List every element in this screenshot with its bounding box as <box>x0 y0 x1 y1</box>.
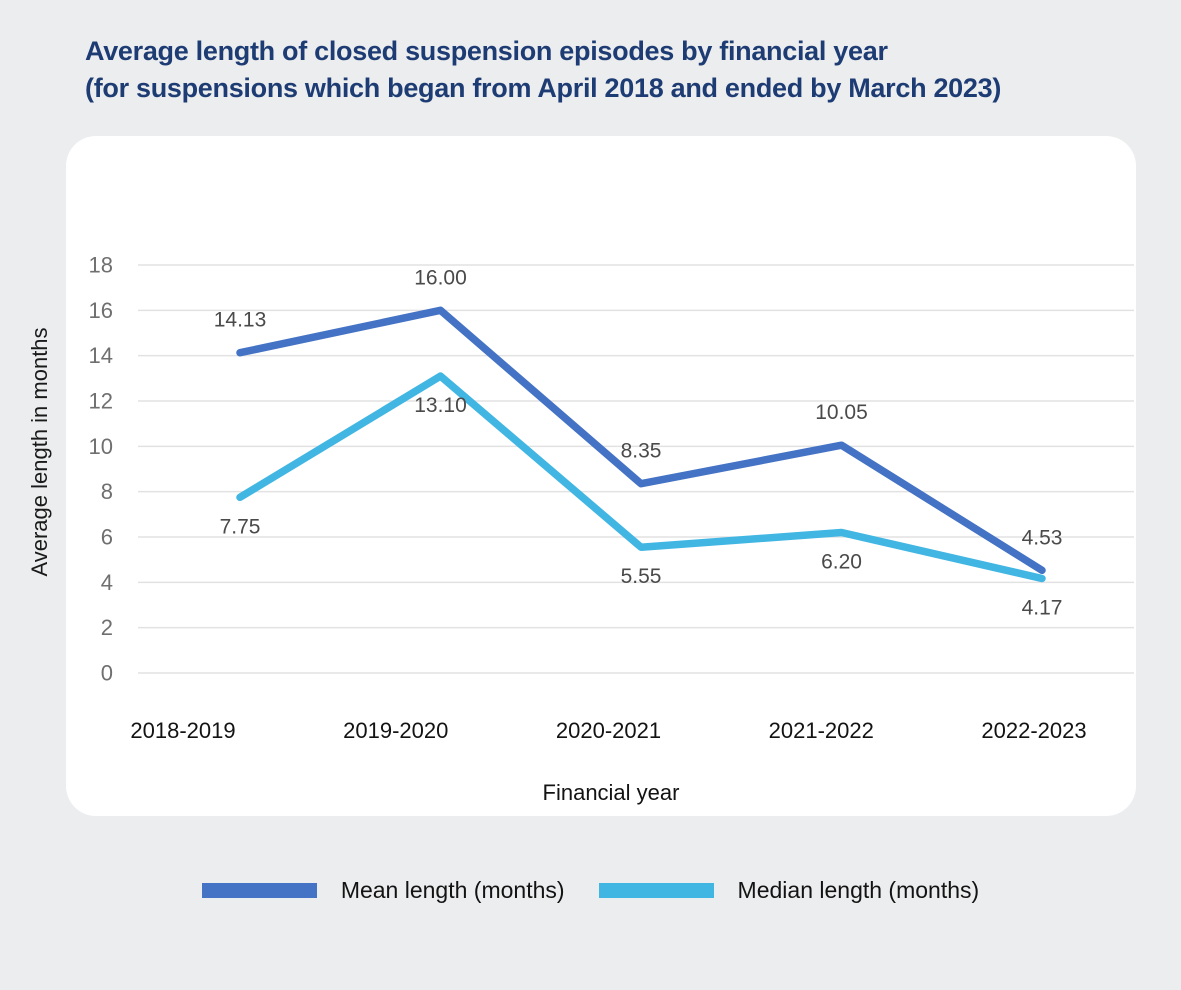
chart-title-line2: (for suspensions which began from April … <box>85 73 1002 103</box>
chart-title: Average length of closed suspension epis… <box>85 33 1001 107</box>
chart-card <box>66 136 1136 816</box>
y-axis-title: Average length in months <box>27 327 52 577</box>
median-series-swatch <box>598 882 714 898</box>
mean-series-label: Mean length (months) <box>340 876 565 903</box>
mean-series-swatch <box>201 882 317 898</box>
median-series-label: Median length (months) <box>737 876 980 903</box>
chart-title-line1: Average length of closed suspension epis… <box>85 36 888 66</box>
chart-legend: Mean length (months) Median length (mont… <box>0 868 1181 912</box>
legend-item-mean: Mean length (months) <box>201 876 565 904</box>
legend-item-median: Median length (months) <box>598 876 980 904</box>
